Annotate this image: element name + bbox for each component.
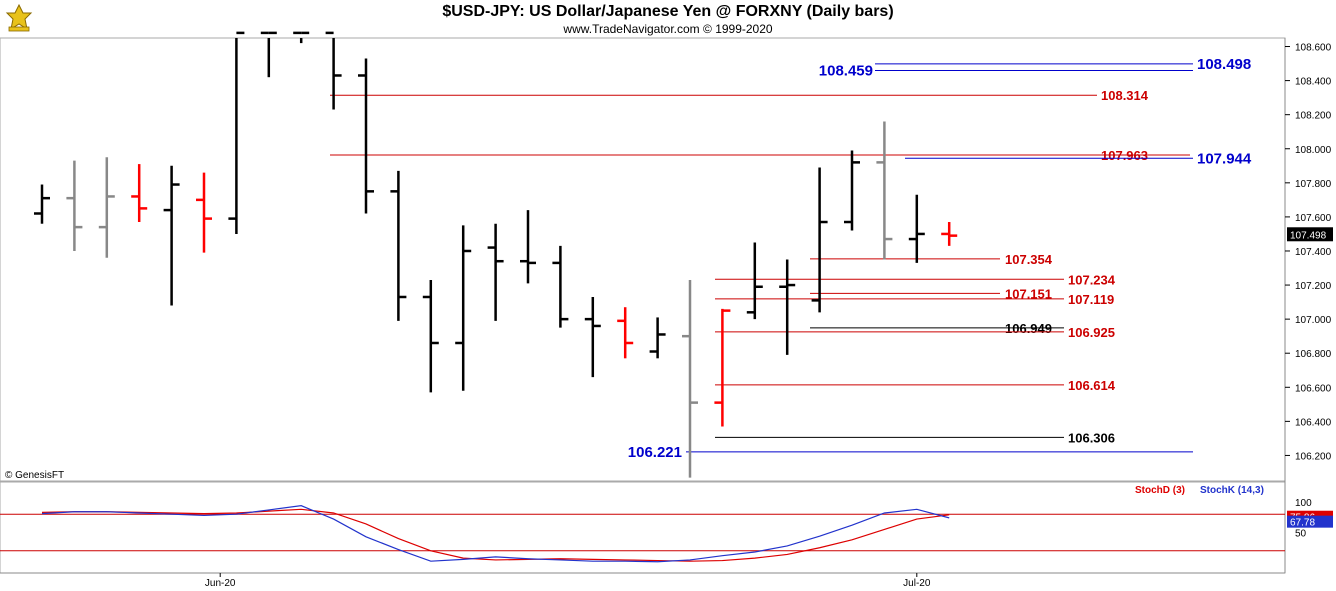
stoch-panel-frame (0, 481, 1286, 574)
stoch-series-d (41, 508, 950, 562)
level-label-108.314: 108.314 (1101, 88, 1149, 103)
y-tick-label: 108.000 (1295, 145, 1332, 156)
stoch-y-tick-label: 100 (1295, 498, 1312, 509)
level-label-107.151: 107.151 (1005, 286, 1052, 301)
chart-title: $USD-JPY: US Dollar/Japanese Yen @ FORXN… (442, 3, 894, 20)
y-tick-label: 108.600 (1295, 43, 1332, 54)
x-tick-label: Jul-20 (903, 578, 931, 589)
y-tick-label: 107.400 (1295, 247, 1332, 258)
y-tick-label: 106.400 (1295, 417, 1332, 428)
last-price-label: 107.498 (1290, 230, 1327, 241)
level-label-107.119: 107.119 (1068, 292, 1114, 307)
level-label-107.354: 107.354 (1005, 252, 1053, 267)
watermark: © GenesisFT (5, 470, 64, 481)
last-price-tag (1287, 227, 1333, 242)
genesis-ft-logo-icon (5, 3, 33, 32)
level-label-107.963: 107.963 (1101, 148, 1148, 163)
y-tick-label: 106.800 (1295, 349, 1332, 360)
level-label-106.221: 106.221 (628, 444, 682, 461)
price-panel-frame (0, 37, 1286, 482)
level-label-108.498: 108.498 (1197, 56, 1251, 73)
level-label-106.925: 106.925 (1068, 325, 1115, 340)
stoch-legend-k: StochK (14,3) (1200, 485, 1264, 496)
level-label-107.234: 107.234 (1068, 272, 1116, 287)
x-tick-label: Jun-20 (205, 578, 236, 589)
y-tick-label: 108.200 (1295, 111, 1332, 122)
level-label-107.944: 107.944 (1197, 150, 1252, 167)
y-tick-label: 107.800 (1295, 179, 1332, 190)
level-label-108.459: 108.459 (819, 63, 873, 80)
y-tick-label: 106.200 (1295, 451, 1332, 462)
stoch-legend-d: StochD (3) (1135, 485, 1185, 496)
y-tick-label: 107.000 (1295, 315, 1332, 326)
y-tick-label: 107.200 (1295, 281, 1332, 292)
stoch-last-tag (1287, 515, 1333, 528)
y-tick-label: 106.600 (1295, 383, 1332, 394)
level-label-106.614: 106.614 (1068, 378, 1116, 393)
y-tick-label: 107.600 (1295, 213, 1332, 224)
stoch-last-label: 67.78 (1290, 518, 1315, 529)
y-tick-label: 108.400 (1295, 77, 1332, 88)
level-label-106.949: 106.949 (1005, 321, 1052, 336)
chart-subtitle: www.TradeNavigator.com © 1999-2020 (563, 22, 773, 36)
stoch-y-tick-label: 50 (1295, 529, 1307, 540)
stoch-series-k (41, 505, 950, 563)
level-label-106.306: 106.306 (1068, 430, 1115, 445)
